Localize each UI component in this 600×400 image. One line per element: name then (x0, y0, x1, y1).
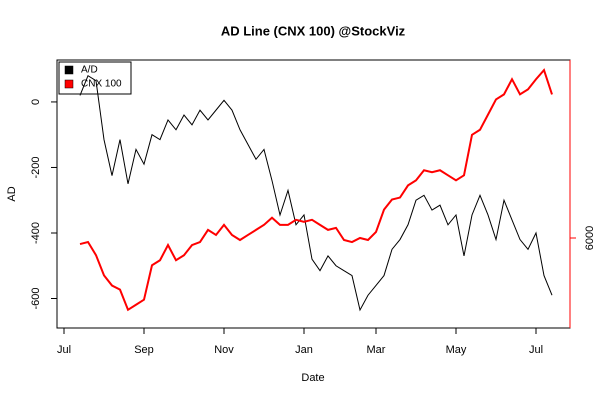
series-line (79, 74, 553, 312)
x-axis-label: Date (301, 372, 324, 384)
series-line (79, 68, 553, 312)
y-tick-label: -200 (30, 156, 42, 178)
y2-tick-label: 6000 (584, 226, 596, 250)
legend-label: A/D (81, 65, 98, 76)
legend-box (58, 61, 132, 95)
legend-swatch (64, 65, 74, 75)
x-tick-label: Jul (57, 344, 71, 356)
chart-title: AD Line (CNX 100) @StockViz (221, 23, 406, 38)
x-tick-label: Mar (367, 344, 386, 356)
x-tick-label: Jul (529, 344, 543, 356)
x-tick-label: Jan (295, 344, 313, 356)
x-tick-label: May (446, 344, 467, 356)
y-tick-label: 0 (30, 99, 42, 105)
x-tick-label: Sep (134, 344, 154, 356)
y-tick-label: -400 (30, 222, 42, 244)
y-tick-label: -600 (30, 287, 42, 309)
plot-box (56, 59, 571, 329)
y-axis-label: AD (6, 186, 18, 201)
legend-swatch (64, 79, 74, 89)
legend-label: CNX 100 (81, 79, 122, 90)
x-tick-label: Nov (214, 344, 234, 356)
